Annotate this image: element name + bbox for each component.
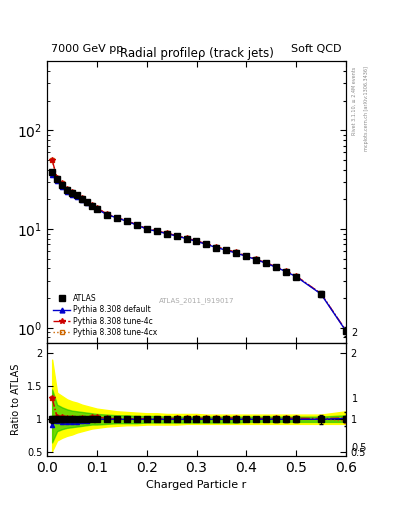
Text: Rivet 3.1.10, ≥ 2.4M events: Rivet 3.1.10, ≥ 2.4M events: [352, 67, 357, 135]
Text: 7000 GeV pp: 7000 GeV pp: [51, 44, 123, 54]
Text: ATLAS_2011_I919017: ATLAS_2011_I919017: [159, 297, 234, 304]
Legend: ATLAS, Pythia 8.308 default, Pythia 8.308 tune-4c, Pythia 8.308 tune-4cx: ATLAS, Pythia 8.308 default, Pythia 8.30…: [51, 292, 160, 339]
Text: mcplots.cern.ch [arXiv:1306.3436]: mcplots.cern.ch [arXiv:1306.3436]: [364, 67, 369, 152]
Text: 1: 1: [352, 394, 358, 404]
Y-axis label: Ratio to ATLAS: Ratio to ATLAS: [11, 364, 21, 435]
Text: Soft QCD: Soft QCD: [292, 44, 342, 54]
Text: 0.5: 0.5: [352, 443, 367, 453]
Text: 2: 2: [352, 328, 358, 338]
X-axis label: Charged Particle r: Charged Particle r: [146, 480, 247, 490]
Title: Radial profileρ (track jets): Radial profileρ (track jets): [119, 47, 274, 60]
